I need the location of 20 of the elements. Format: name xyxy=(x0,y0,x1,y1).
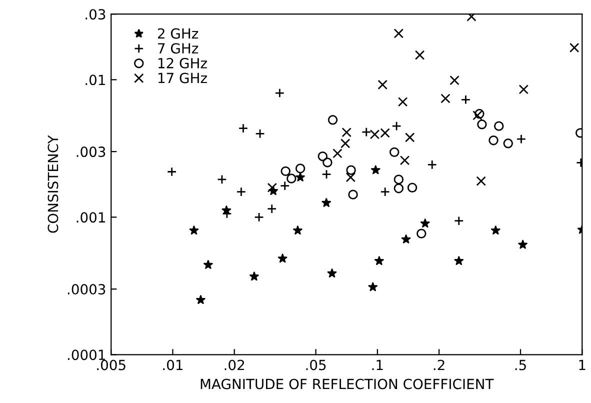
x-tick-label: .05 xyxy=(306,360,326,370)
x-tick-label: 1 xyxy=(579,360,586,370)
x-tick-label: .02 xyxy=(224,360,244,370)
legend-label: 2 GHz xyxy=(158,28,198,39)
y-tick-label: .001 xyxy=(76,212,105,223)
x-tick-label: .2 xyxy=(434,360,444,370)
legend-label: 17 GHz xyxy=(158,72,207,84)
legend-label: 7 GHz xyxy=(158,43,198,54)
x-axis-title: MAGNITUDE OF REFLECTION COEFFICIENT xyxy=(200,378,494,390)
x-tick-label: .1 xyxy=(372,360,383,370)
y-tick-label: .01 xyxy=(86,74,105,86)
y-tick-label: .0003 xyxy=(68,284,106,295)
x-tick-label: .01 xyxy=(163,360,182,370)
y-tick-label: .0001 xyxy=(68,350,105,360)
y-axis-title: CONSISTENCY xyxy=(48,135,58,233)
legend-label: 12 GHz xyxy=(158,58,207,68)
y-tick-label: .03 xyxy=(86,9,106,20)
x-tick-label: .005 xyxy=(97,360,126,370)
y-tick-label: .003 xyxy=(76,146,106,158)
x-tick-label: .5 xyxy=(515,360,526,370)
